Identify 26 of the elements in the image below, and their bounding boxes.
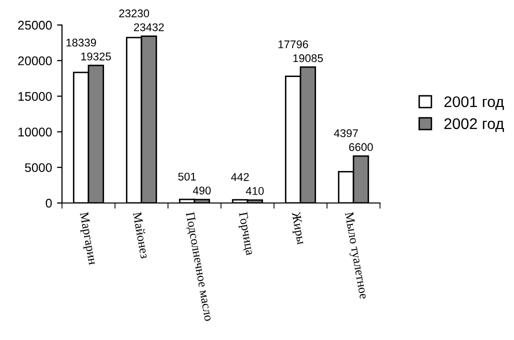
- data-label: 490: [192, 186, 211, 194]
- y-tick-label: 20000: [18, 56, 52, 66]
- legend-label: 2001 год: [444, 96, 504, 110]
- data-label: 6600: [349, 143, 373, 152]
- data-label: 23432: [134, 23, 164, 32]
- x-tick-label: Горчица: [236, 212, 255, 256]
- x-tick-label: Майонез: [132, 212, 150, 259]
- data-label: 17796: [278, 40, 308, 48]
- data-label: 410: [246, 187, 264, 195]
- data-label: 4397: [334, 129, 358, 138]
- y-tick-label: 0: [46, 198, 52, 208]
- data-label: 501: [178, 172, 196, 181]
- x-tick-label: Подсолнечное масло: [184, 212, 214, 322]
- data-label: 23230: [119, 9, 150, 18]
- y-tick-label: 25000: [18, 20, 52, 30]
- data-label: 442: [231, 173, 249, 181]
- y-tick-label: 10000: [18, 128, 52, 136]
- x-tick-label: Маргарин: [77, 212, 98, 266]
- x-tick-label: Жиры: [289, 211, 306, 246]
- y-tick-label: 5000: [24, 163, 52, 172]
- y-tick-label: 15000: [18, 92, 52, 101]
- x-tick-label: Мыло туалетное: [342, 212, 368, 300]
- data-label: 19325: [81, 52, 111, 60]
- legend-label: 2002 год: [444, 118, 504, 132]
- data-label: 19085: [293, 54, 323, 62]
- data-label: 18339: [66, 38, 96, 47]
